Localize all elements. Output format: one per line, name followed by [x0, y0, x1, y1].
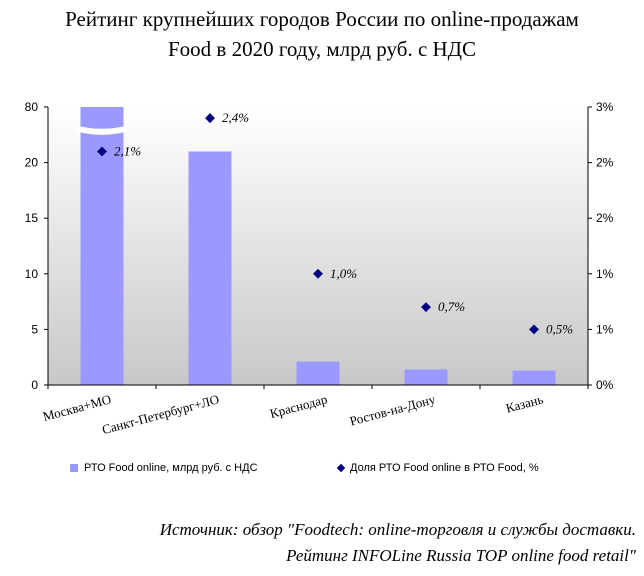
right-tick-label: 2%: [596, 156, 614, 170]
source-line1: Источник: обзор "Foodtech: online-торгов…: [159, 520, 636, 539]
legend-label-bars: РТО Food online, млрд руб. с НДС: [84, 462, 258, 474]
left-tick-label: 20: [25, 156, 39, 170]
share-data-label: 0,7%: [438, 299, 465, 314]
bar: [404, 369, 448, 385]
left-tick-label: 0: [31, 378, 38, 392]
legend-label-share: Доля РТО Food online в РТО Food, %: [350, 462, 539, 474]
category-label: Ростов-на-Дону: [348, 391, 437, 428]
share-point: [205, 113, 215, 124]
plot-area: [48, 107, 588, 385]
source-line2: Рейтинг INFOLine Russia TOP online food …: [286, 546, 636, 565]
bar: [512, 370, 556, 385]
left-tick-label: 10: [25, 267, 39, 281]
right-tick-label: 2%: [596, 211, 614, 225]
share-point: [97, 146, 107, 157]
bar: [296, 361, 340, 385]
left-tick-label: 15: [25, 211, 39, 225]
share-data-label: 1,0%: [330, 266, 357, 281]
category-label: Москва+МО: [41, 391, 113, 424]
left-tick-label: 80: [25, 100, 39, 114]
right-tick-label: 1%: [596, 267, 614, 281]
share-point: [313, 268, 323, 279]
right-tick-label: 3%: [596, 100, 614, 114]
right-tick-label: 1%: [596, 322, 614, 336]
share-data-label: 0,5%: [546, 321, 573, 336]
share-data-label: 2,1%: [114, 143, 141, 158]
chart-title-line2: Food в 2020 году, млрд руб. с НДС: [167, 37, 477, 61]
legend-swatch-marker: [336, 463, 346, 473]
left-tick-label: 5: [31, 322, 38, 336]
share-data-label: 2,4%: [222, 110, 249, 125]
legend-item-share: Доля РТО Food online в РТО Food, %: [336, 462, 539, 474]
right-tick-label: 0%: [596, 378, 614, 392]
share-point: [421, 302, 431, 313]
category-label: Краснодар: [268, 391, 329, 421]
axis-break-mark: [77, 125, 127, 135]
category-label: Санкт-Петербург+ЛО: [100, 391, 220, 437]
category-label: Казань: [504, 391, 545, 415]
legend-item-bars: РТО Food online, млрд руб. с НДС: [70, 462, 258, 474]
legend-swatch-bar: [70, 464, 78, 472]
share-point: [529, 324, 539, 335]
bar: [188, 151, 232, 385]
chart-title-line1: Рейтинг крупнейших городов России по onl…: [65, 7, 579, 31]
